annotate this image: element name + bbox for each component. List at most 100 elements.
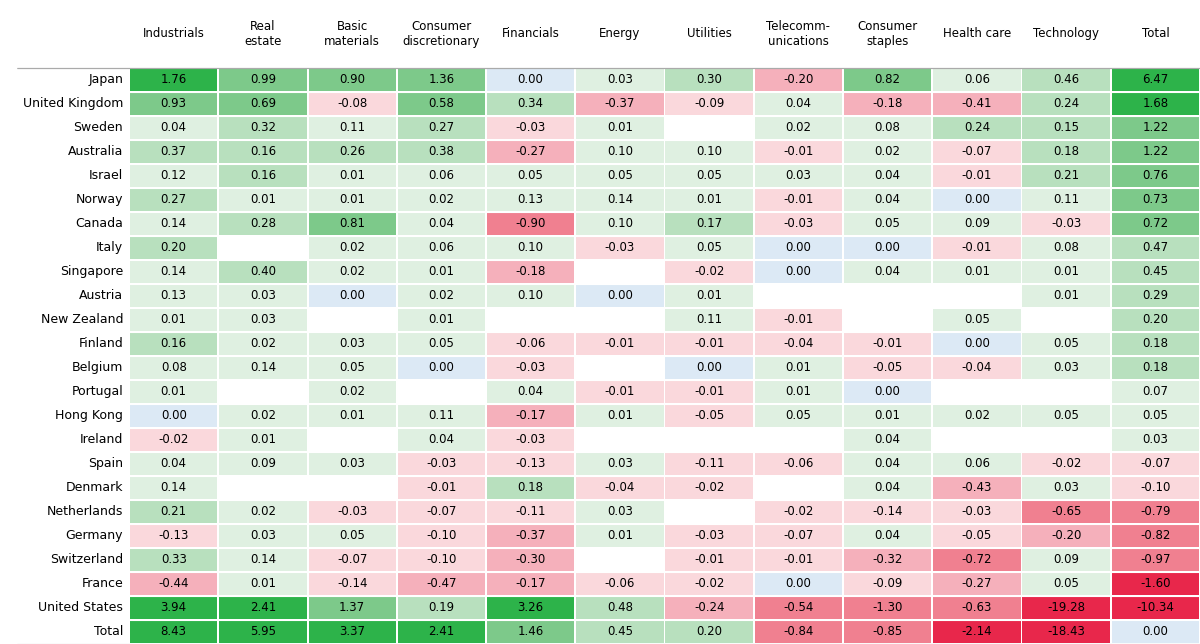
Bar (844, 285, 931, 307)
Bar (1022, 453, 1110, 475)
Bar (666, 261, 752, 283)
Text: Singapore: Singapore (60, 265, 124, 278)
Text: 0.05: 0.05 (1142, 410, 1169, 422)
Bar (1022, 165, 1110, 187)
Bar (487, 308, 575, 331)
Text: 0.01: 0.01 (250, 193, 276, 206)
Text: 0.08: 0.08 (1054, 242, 1079, 254)
Bar (1111, 429, 1199, 451)
Bar (308, 429, 396, 451)
Bar (1111, 165, 1199, 187)
Bar (1022, 333, 1110, 355)
Bar (1022, 69, 1110, 91)
Bar (308, 308, 396, 331)
Text: 0.26: 0.26 (340, 145, 365, 158)
Bar (934, 308, 1020, 331)
Bar (220, 69, 307, 91)
Text: 0.05: 0.05 (1054, 578, 1079, 591)
Text: 0.20: 0.20 (1142, 313, 1169, 327)
Text: 0.03: 0.03 (1054, 482, 1079, 495)
Text: -0.04: -0.04 (784, 337, 814, 350)
Bar (308, 117, 396, 138)
Text: 0.00: 0.00 (875, 385, 900, 399)
Text: 0.02: 0.02 (875, 145, 901, 158)
Text: -0.84: -0.84 (784, 625, 814, 638)
Text: 0.04: 0.04 (875, 482, 901, 495)
Text: -0.06: -0.06 (516, 337, 546, 350)
Bar (934, 333, 1020, 355)
Bar (397, 405, 485, 427)
Text: 0.01: 0.01 (607, 410, 632, 422)
Text: 0.00: 0.00 (161, 410, 187, 422)
Text: 0.21: 0.21 (161, 506, 187, 518)
Text: Belgium: Belgium (72, 361, 124, 374)
Text: 0.05: 0.05 (517, 169, 544, 182)
Text: Germany: Germany (66, 529, 124, 542)
Bar (1111, 573, 1199, 595)
Text: -0.63: -0.63 (961, 601, 992, 614)
Text: -0.18: -0.18 (872, 97, 902, 110)
Bar (220, 117, 307, 138)
Bar (934, 165, 1020, 187)
Bar (220, 93, 307, 115)
Text: 0.18: 0.18 (1142, 361, 1169, 374)
Text: 1.22: 1.22 (1142, 145, 1169, 158)
Text: 0.01: 0.01 (964, 265, 990, 278)
Text: 0.00: 0.00 (1142, 625, 1169, 638)
Text: -0.01: -0.01 (694, 385, 725, 399)
Text: 0.00: 0.00 (607, 289, 632, 302)
Bar (755, 477, 842, 499)
Text: 0.16: 0.16 (250, 169, 276, 182)
Text: -0.41: -0.41 (961, 97, 992, 110)
Bar (220, 549, 307, 571)
Bar (130, 621, 217, 643)
Bar (1022, 117, 1110, 138)
Bar (1111, 357, 1199, 379)
Text: -0.30: -0.30 (516, 553, 546, 567)
Text: 0.04: 0.04 (161, 457, 187, 470)
Text: 1.76: 1.76 (161, 73, 187, 86)
Bar (576, 117, 664, 138)
Bar (130, 573, 217, 595)
Text: -0.17: -0.17 (516, 410, 546, 422)
Bar (755, 189, 842, 211)
Bar (666, 597, 752, 619)
Bar (666, 165, 752, 187)
Text: 0.04: 0.04 (875, 193, 901, 206)
Bar (487, 213, 575, 235)
Bar (487, 597, 575, 619)
Text: 0.00: 0.00 (964, 193, 990, 206)
Bar (220, 453, 307, 475)
Bar (220, 525, 307, 547)
Text: 0.01: 0.01 (875, 410, 901, 422)
Bar (487, 237, 575, 259)
Text: -0.01: -0.01 (961, 242, 992, 254)
Bar (1022, 140, 1110, 163)
Bar (130, 405, 217, 427)
Text: 0.01: 0.01 (161, 313, 187, 327)
Bar (844, 165, 931, 187)
Text: 0.37: 0.37 (161, 145, 187, 158)
Bar (487, 453, 575, 475)
Bar (397, 429, 485, 451)
Text: 0.01: 0.01 (428, 265, 455, 278)
Bar (844, 237, 931, 259)
Text: 0.00: 0.00 (340, 289, 365, 302)
Bar (755, 453, 842, 475)
Text: Technology: Technology (1033, 27, 1099, 41)
Text: 0.90: 0.90 (340, 73, 365, 86)
Bar (1111, 140, 1199, 163)
Bar (220, 429, 307, 451)
Bar (755, 165, 842, 187)
Text: 0.00: 0.00 (696, 361, 722, 374)
Bar (220, 333, 307, 355)
Text: -0.54: -0.54 (784, 601, 814, 614)
Text: -0.24: -0.24 (694, 601, 725, 614)
Text: -0.05: -0.05 (961, 529, 992, 542)
Bar (844, 525, 931, 547)
Bar (1111, 381, 1199, 403)
Bar (844, 621, 931, 643)
Bar (666, 117, 752, 138)
Bar (576, 333, 664, 355)
Bar (755, 405, 842, 427)
